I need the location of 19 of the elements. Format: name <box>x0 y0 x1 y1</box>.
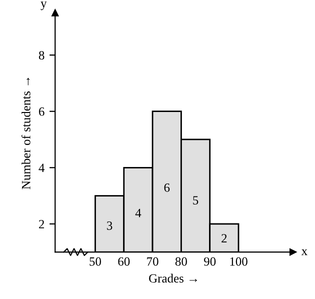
data-label: 3 <box>107 221 112 230</box>
data-label: 5 <box>193 196 198 205</box>
data-label: 4 <box>135 208 142 218</box>
y-tick-label: 2 <box>39 220 44 228</box>
text: y <box>40 2 47 10</box>
x-tick-label: 50 <box>90 257 102 266</box>
data-label: 6 <box>164 183 170 192</box>
y-tick-label: 6 <box>38 107 44 116</box>
text: x <box>301 249 308 256</box>
x-tick-label: 100 <box>230 257 248 266</box>
y-tick-label: 8 <box>38 51 44 60</box>
y-tick-label: 4 <box>38 164 45 172</box>
x-tick-label: 60 <box>118 257 130 266</box>
y-axis-title: Number of students → <box>21 78 30 190</box>
x-tick-label: 80 <box>175 257 187 266</box>
x-tick-label: 90 <box>204 257 216 266</box>
data-label: 2 <box>222 234 227 242</box>
x-tick-label: 70 <box>147 257 158 266</box>
x-axis-title: Grades → <box>149 274 197 283</box>
